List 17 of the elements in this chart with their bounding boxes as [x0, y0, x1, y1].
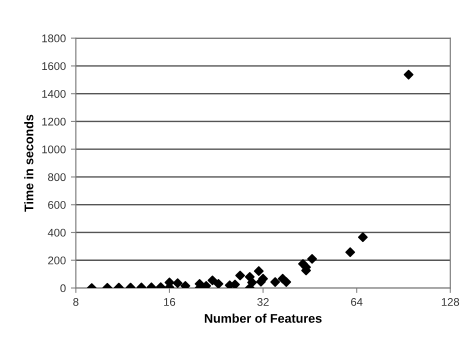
y-tick-label: 200	[48, 256, 66, 264]
x-tick-label: 64	[351, 298, 363, 306]
y-tick-label: 1800	[42, 34, 66, 42]
y-tick-label: 1000	[42, 145, 66, 154]
y-tick-label: 1400	[42, 90, 66, 98]
x-tick-label: 16	[164, 298, 176, 306]
y-tick-label: 800	[48, 173, 66, 182]
y-tick-label: 400	[48, 228, 66, 237]
x-tick-label: 128	[442, 298, 460, 306]
y-tick-label: 0	[60, 284, 66, 292]
x-tick-label: 32	[257, 298, 269, 306]
x-tick-label: 8	[73, 298, 78, 306]
x-axis-title: Number of Features	[204, 314, 322, 323]
y-axis-title: Time in seconds	[24, 114, 34, 212]
y-tick-label: 1200	[42, 118, 66, 126]
y-tick-label: 600	[48, 200, 66, 209]
y-tick-label: 1600	[42, 62, 66, 70]
